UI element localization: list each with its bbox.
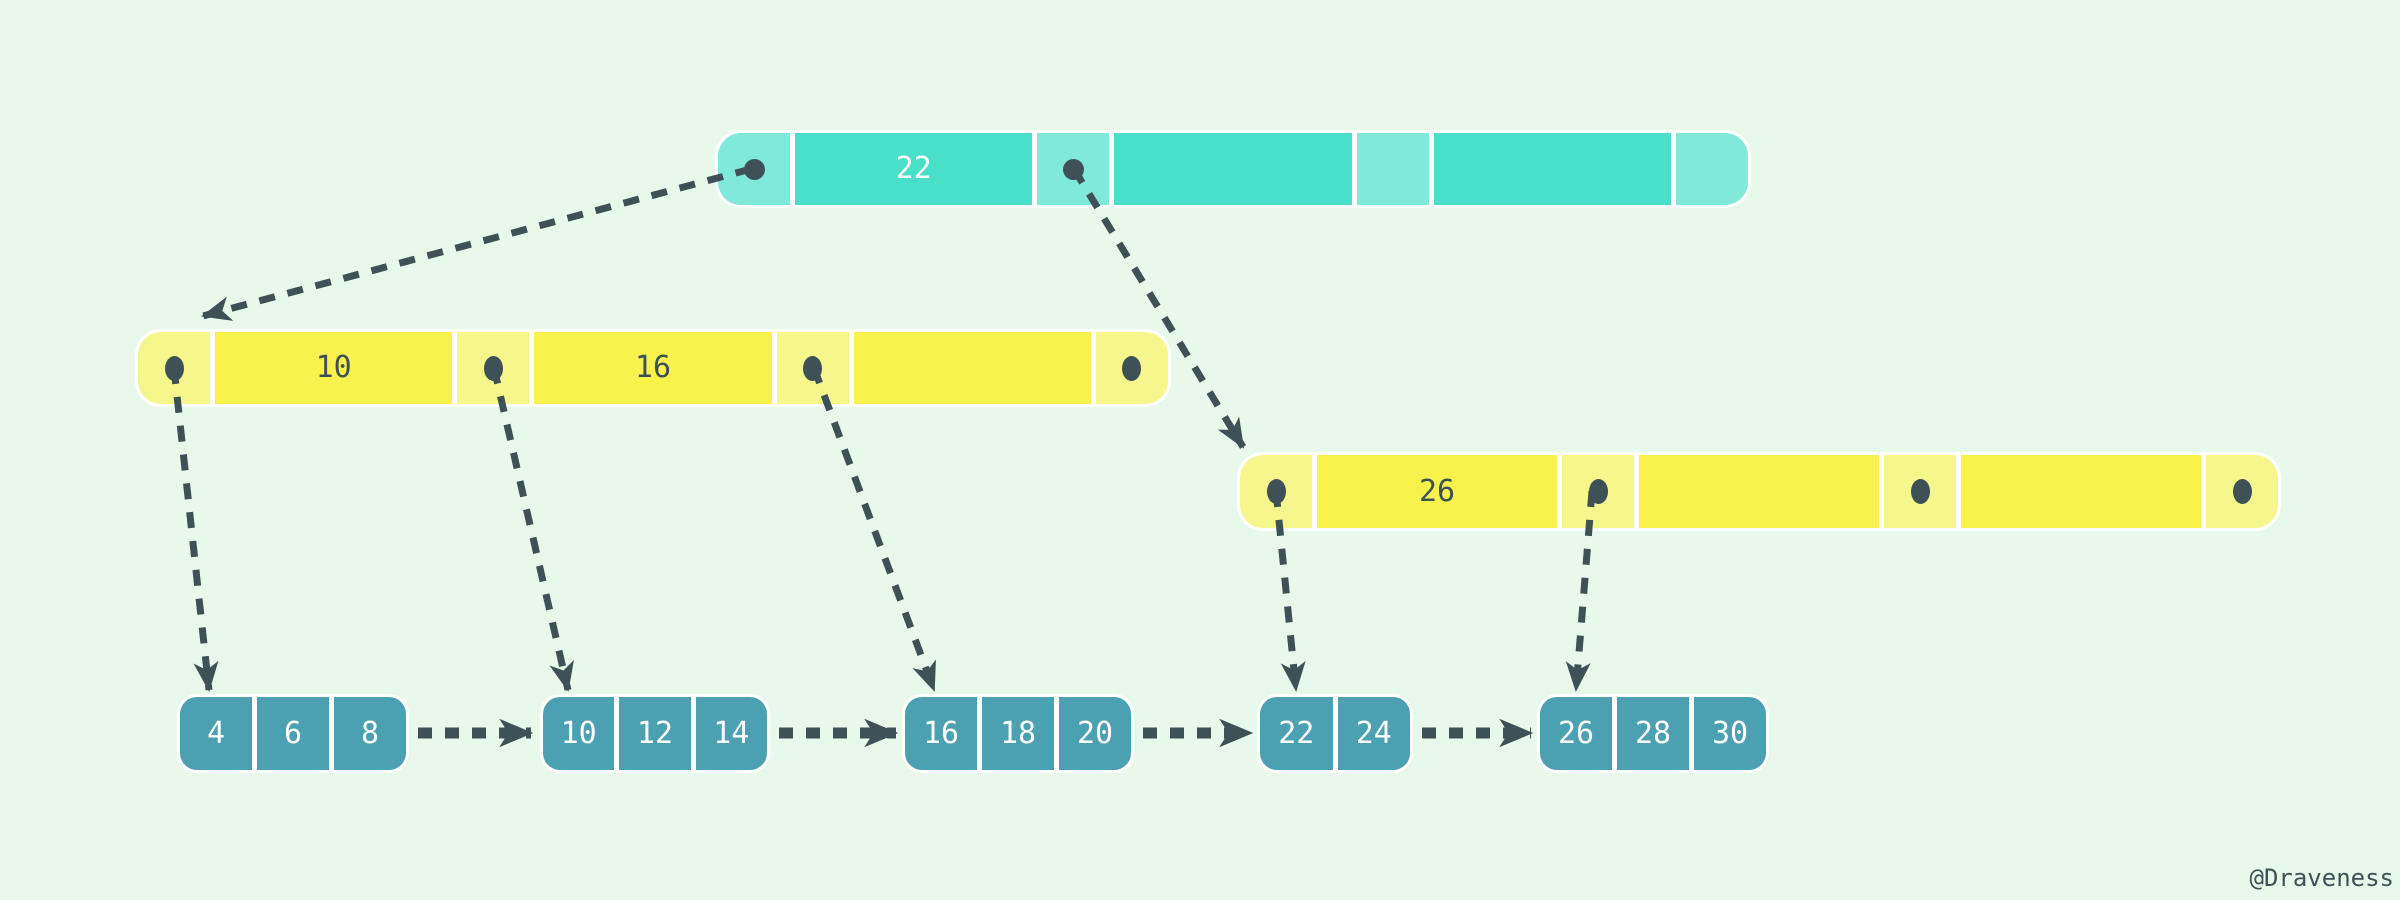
root-node: 22: [715, 130, 1751, 208]
internal-right-pointer-3: [1884, 455, 1956, 528]
root-pointer-1: [718, 133, 790, 205]
internal-right-key-3: [1961, 455, 2201, 528]
internal-left-key-3: [853, 332, 1091, 404]
leaf-value: 4: [180, 697, 252, 770]
leaf-value: 22: [1260, 697, 1333, 770]
watermark-credit: @Draveness: [2249, 864, 2395, 892]
pointer-dot: [483, 355, 503, 381]
internal-right-pointer-1: [1240, 455, 1312, 528]
root-key-1: 22: [795, 133, 1033, 205]
pointer-dot: [1122, 355, 1142, 381]
leaf-value: 8: [334, 697, 406, 770]
internal-right-pointer-2: [1562, 455, 1634, 528]
leaf-node-1: 4 6 8: [177, 694, 409, 773]
pointer-dot: [1062, 158, 1084, 180]
pointer-dot: [1588, 479, 1608, 504]
edge-internal-left-to-leaf-1: [170, 367, 219, 692]
pointer-dot: [1910, 479, 1930, 504]
leaf-value: 10: [543, 697, 615, 770]
internal-node-left: 10 16: [135, 329, 1171, 407]
internal-left-key-1: 10: [215, 332, 453, 404]
internal-left-pointer-1: [138, 332, 210, 404]
internal-node-right: 26: [1237, 452, 2281, 531]
root-key-2: [1114, 133, 1352, 205]
leaf-value: 14: [695, 697, 767, 770]
leaf-value: 18: [982, 697, 1054, 770]
leaf-value: 6: [257, 697, 329, 770]
root-pointer-2: [1037, 133, 1110, 205]
leaf-node-5: 26 28 30: [1537, 694, 1769, 773]
leaf-value: 16: [905, 697, 977, 770]
internal-right-key-1: 26: [1317, 455, 1557, 528]
pointer-dot: [1266, 479, 1286, 504]
root-pointer-4: [1675, 133, 1748, 205]
leaf-value: 30: [1694, 697, 1766, 770]
leaf-node-3: 16 18 20: [902, 694, 1134, 773]
root-key-3: [1433, 133, 1671, 205]
edge-root-to-internal-left: [201, 165, 752, 321]
pointer-dot: [803, 355, 823, 381]
internal-right-key-2: [1639, 455, 1879, 528]
internal-left-pointer-3: [776, 332, 849, 404]
leaf-value: 26: [1540, 697, 1612, 770]
leaf-node-4: 22 24: [1257, 694, 1413, 773]
pointer-dot: [743, 158, 765, 180]
leaf-value: 12: [619, 697, 691, 770]
leaf-value: 20: [1059, 697, 1131, 770]
internal-left-pointer-2: [457, 332, 530, 404]
pointer-dot: [2232, 479, 2252, 504]
internal-left-pointer-4: [1095, 332, 1168, 404]
leaf-value: 24: [1337, 697, 1410, 770]
root-pointer-3: [1356, 133, 1429, 205]
edge-internal-left-to-leaf-3: [810, 366, 938, 692]
leaf-node-2: 10 12 14: [540, 694, 770, 773]
internal-left-key-2: 16: [534, 332, 772, 404]
internal-right-pointer-4: [2206, 455, 2278, 528]
edge-internal-left-to-leaf-2: [490, 367, 574, 692]
pointer-dot: [164, 355, 184, 381]
leaf-value: 28: [1617, 697, 1689, 770]
